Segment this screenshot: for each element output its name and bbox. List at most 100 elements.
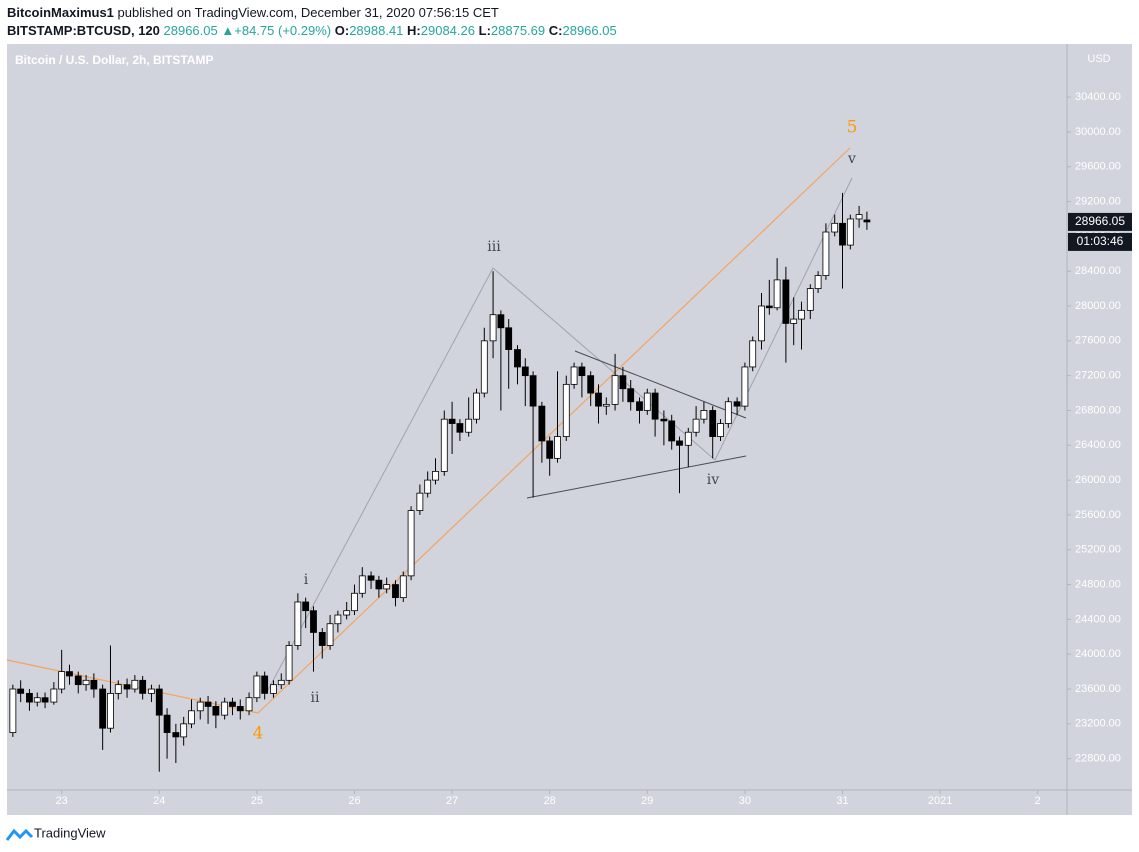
candles xyxy=(9,192,871,772)
candle-body xyxy=(521,366,529,377)
wave-label: ii xyxy=(311,690,320,706)
candle-body xyxy=(253,675,261,699)
candle-body xyxy=(724,401,732,424)
wave-label: i xyxy=(304,572,309,588)
trend-line xyxy=(6,147,851,714)
y-tick-label: 22800.00 xyxy=(1075,753,1121,765)
candle-body xyxy=(709,410,717,437)
candle-body xyxy=(773,279,781,309)
candle-body xyxy=(505,327,513,350)
change: +84.75 (+0.29%) xyxy=(234,23,332,38)
candle-body xyxy=(733,401,741,407)
ohlc-label: C: xyxy=(548,23,563,38)
candle-body xyxy=(343,610,351,616)
y-tick-label: 23600.00 xyxy=(1075,683,1121,695)
candle-body xyxy=(636,401,643,411)
candle-body xyxy=(114,684,122,694)
candle-body xyxy=(326,623,334,646)
wave-label: iv xyxy=(707,472,719,488)
chart-title: Bitcoin / U.S. Dollar, 2h, BITSTAMP xyxy=(15,53,213,67)
candle-body xyxy=(514,349,521,368)
candle-body xyxy=(806,288,814,311)
y-tick-label: 27600.00 xyxy=(1075,335,1121,347)
candle-body xyxy=(399,575,407,599)
candle-body xyxy=(749,340,757,368)
candle-body xyxy=(465,418,473,433)
candle-body xyxy=(383,584,391,590)
candle-body xyxy=(758,305,765,342)
arrow: ▲ xyxy=(221,23,235,38)
candle-body xyxy=(139,679,147,694)
candle-body xyxy=(123,684,131,690)
candle-body xyxy=(407,510,415,577)
y-tick-label: 25600.00 xyxy=(1075,509,1121,521)
logo xyxy=(5,828,34,841)
candle-body xyxy=(578,366,586,377)
candle-body xyxy=(692,418,700,433)
candle-body xyxy=(798,309,805,320)
candle-body xyxy=(595,392,602,407)
y-tick-label: 27200.00 xyxy=(1075,370,1121,382)
candle-body xyxy=(546,440,554,459)
candle-body xyxy=(392,584,399,599)
candle-body xyxy=(367,575,375,581)
published: published on TradingView.com, December 3… xyxy=(117,5,499,20)
y-tick-label: 30000.00 xyxy=(1075,126,1121,138)
y-tick-label: 24800.00 xyxy=(1075,578,1121,590)
wave-label: 5 xyxy=(847,118,858,138)
candle-body xyxy=(440,418,448,472)
y-tick-label: 26000.00 xyxy=(1075,474,1121,486)
price-tag-box xyxy=(1068,212,1132,231)
candle-body xyxy=(9,688,17,733)
candle-body xyxy=(17,688,25,694)
candle-body xyxy=(41,697,49,703)
candle-body xyxy=(741,366,749,407)
candle-body xyxy=(668,420,676,442)
candle-body xyxy=(50,688,58,703)
countdown-box xyxy=(1068,232,1132,251)
candle-body xyxy=(221,701,229,716)
candle-body xyxy=(643,392,651,411)
candle-body xyxy=(424,479,432,494)
ohlc-label: O: xyxy=(334,23,350,38)
candle-body xyxy=(148,688,155,694)
x-tick-label: 31 xyxy=(836,795,848,807)
y-tick-label: 25200.00 xyxy=(1075,544,1121,556)
candle-body xyxy=(497,314,505,329)
wave-label: v xyxy=(847,151,856,167)
brand: TradingView xyxy=(34,825,106,840)
candle-body xyxy=(782,279,790,324)
x-tick-label: 2 xyxy=(1035,795,1041,807)
ohlc-value: 28875.69 xyxy=(490,23,546,38)
author: BitcoinMaximus1 xyxy=(7,5,114,20)
candle-body xyxy=(375,579,383,590)
candle-body xyxy=(318,632,326,646)
x-tick-label: 23 xyxy=(56,795,68,807)
candle-body xyxy=(180,723,188,738)
ohlc-value: 29084.26 xyxy=(420,23,475,38)
candle-body xyxy=(26,692,33,703)
candle-body xyxy=(602,403,610,407)
y-tick-label: 26800.00 xyxy=(1075,404,1121,416)
candle-body xyxy=(863,219,871,223)
candle-body xyxy=(456,423,464,433)
candle-body xyxy=(99,688,107,729)
x-tick-label: 25 xyxy=(251,795,263,807)
x-tick-label: 2021 xyxy=(928,795,952,807)
candle-body xyxy=(473,392,480,420)
candle-body xyxy=(814,275,822,290)
candle-body xyxy=(480,340,488,394)
candle-body xyxy=(155,688,163,716)
candle-body xyxy=(66,671,73,677)
candle-body xyxy=(302,601,310,612)
candle-body xyxy=(212,706,220,716)
candle-body xyxy=(562,383,570,437)
candle-body xyxy=(619,375,627,390)
y-tick-label: 28400.00 xyxy=(1075,265,1121,277)
currency: USD xyxy=(1087,53,1110,65)
x-tick-label: 29 xyxy=(641,795,653,807)
candle-body xyxy=(676,440,683,446)
ohlc-value: 28966.05 xyxy=(562,23,617,38)
